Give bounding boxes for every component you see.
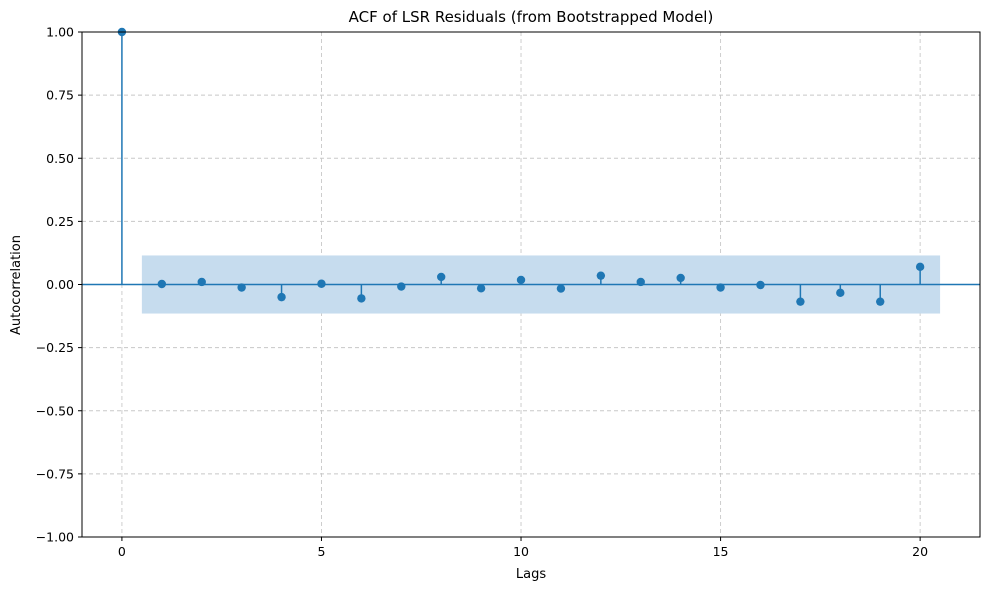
x-axis-label: Lags [516, 567, 546, 582]
x-tick-label: 10 [513, 544, 529, 559]
y-tick-label: 0.50 [46, 151, 74, 166]
y-tick-label: −0.50 [36, 403, 74, 418]
y-tick-label: 0.25 [46, 214, 74, 229]
acf-point [476, 284, 486, 293]
y-tick-label: 0.00 [46, 277, 74, 292]
acf-point [237, 283, 246, 292]
acf-point [915, 262, 925, 272]
ticks-layer: 0 5 10 15 20 −1.00 −0.75 −0.50 −0.25 0.00 0.25 0.50… [36, 25, 928, 560]
acf-point [676, 273, 685, 283]
acf-point [716, 283, 725, 292]
acf-point [317, 279, 326, 288]
acf-point [516, 275, 526, 285]
chart-title: ACF of LSR Residuals (from Bootstrapped … [349, 8, 714, 26]
x-tick-label: 5 [317, 544, 325, 559]
acf-point [357, 294, 366, 303]
acf-point [796, 297, 805, 306]
acf-point [596, 271, 606, 280]
acf-point [556, 284, 566, 293]
y-tick-label: 0.75 [46, 88, 74, 103]
y-tick-label: −1.00 [36, 530, 74, 545]
y-tick-label: 1.00 [46, 25, 74, 40]
x-tick-label: 15 [713, 544, 729, 559]
y-tick-label: −0.75 [36, 466, 74, 481]
x-tick-label: 0 [118, 544, 126, 559]
acf-point [277, 292, 286, 302]
acf-point [437, 272, 446, 282]
acf-point [397, 282, 406, 291]
acf-point [836, 288, 845, 298]
acf-point [876, 297, 885, 306]
y-tick-label: −0.25 [36, 340, 74, 355]
y-axis-label: Autocorrelation [9, 235, 24, 335]
x-tick-label: 20 [912, 544, 928, 559]
